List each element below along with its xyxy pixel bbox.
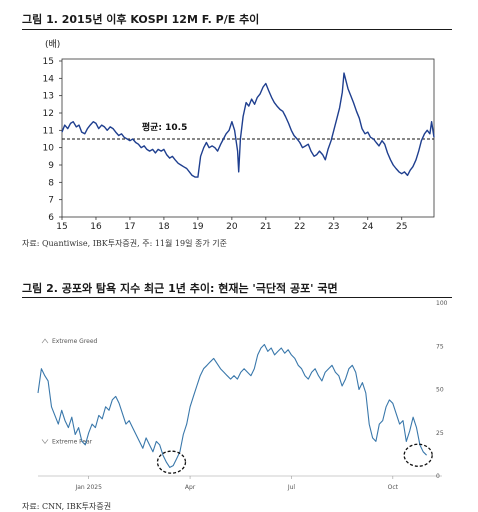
chart1-series-line (61, 72, 435, 178)
chart2-y-tick-label: 75 (436, 343, 444, 350)
chart2-x-tick-label: Apr (185, 484, 196, 491)
chart2-y-tick-label: 0 (436, 473, 440, 480)
chart1-title-rule (22, 29, 452, 30)
chart1-average-label: 평균: 10.5 (142, 121, 188, 133)
chart1-y-tick-label: 11 (43, 126, 54, 136)
chart2-y-tick-label: 50 (436, 387, 444, 394)
chart2-y-tick-label: 25 (436, 430, 444, 437)
chart1-x-tick-label: 19 (192, 222, 204, 232)
chart1-x-tick-label: 16 (90, 222, 102, 232)
chart2-series-line (37, 343, 427, 468)
chart1-frame (61, 58, 435, 218)
chart2-title-rule (22, 297, 452, 298)
chart1-x-tick-label: 25 (396, 222, 407, 232)
chart2-fear-arrow-icon (41, 439, 49, 444)
chart1-y-tick-label: 15 (43, 57, 54, 67)
chart1-y-tick-label: 14 (43, 74, 55, 84)
chart2-y-tick-label: 100 (436, 300, 448, 307)
chart1-y-tick-label: 8 (48, 178, 54, 188)
chart2-source: 자료: CNN, IBK투자증권 (22, 502, 112, 511)
chart1-y-tick-label: 10 (43, 144, 55, 154)
chart1-x-tick-label: 15 (56, 222, 67, 232)
chart1-x-tick-label: 20 (226, 222, 238, 232)
chart1-x-tick-label: 17 (124, 222, 135, 232)
chart2-x-tick-label: Jul (287, 484, 296, 491)
chart1-x-tick-label: 22 (294, 222, 305, 232)
chart1-x-tick-label: 24 (362, 222, 374, 232)
chart2-zone-label: Extreme Fear (52, 438, 93, 445)
chart1-y-tick-label: 13 (43, 92, 54, 102)
chart2-zone-label: Extreme Greed (52, 338, 98, 345)
chart1-y-tick-label: 12 (43, 109, 54, 119)
chart1-y-tick-label: 9 (48, 161, 54, 171)
chart1-x-tick-label: 23 (328, 222, 339, 232)
chart1-y-tick-label: 6 (48, 213, 54, 223)
chart1-y-tick-label: 7 (48, 196, 54, 206)
chart2-title: 그림 2. 공포와 탐욕 지수 최근 1년 추이: 현재는 '극단적 공포' 국… (22, 282, 338, 295)
chart2-highlight-circle (156, 450, 187, 474)
chart2-x-tick-label: Jan 2025 (74, 484, 102, 491)
chart1-title: 그림 1. 2015년 이후 KOSPI 12M F. P/E 추이 (22, 13, 260, 26)
chart1-plot: (배) 6 7 8 9 10 11 12 13 14 15 15 16 17 18 19 20 21 22 23 24 2… (43, 39, 435, 232)
chart2-x-tick-label: Oct (388, 484, 399, 491)
chart1-x-tick-label: 21 (260, 222, 271, 232)
chart1-x-tick-label: 18 (158, 222, 170, 232)
chart1-source: 자료: Quantiwise, IBK투자증권, 주: 11월 19일 종가 기… (22, 239, 227, 248)
chart1-y-unit: (배) (45, 39, 60, 50)
chart2-greed-arrow-icon (41, 338, 49, 344)
chart2-highlight-circle (403, 443, 433, 467)
